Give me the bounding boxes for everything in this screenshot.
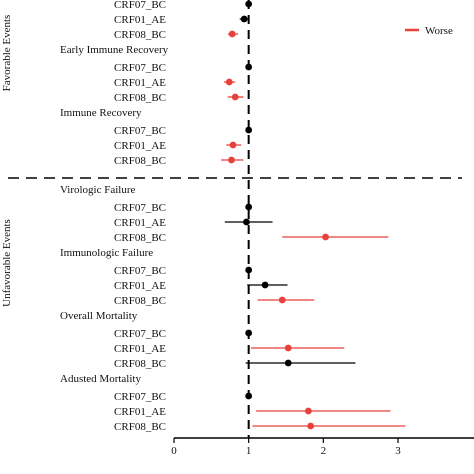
estimate-point (245, 203, 253, 211)
estimate-point (307, 422, 315, 430)
group-title: Immunologic Failure (60, 247, 153, 259)
estimate-point (228, 30, 236, 38)
row-label: CRF08_BC (114, 421, 166, 433)
row-label: CRF01_AE (114, 343, 166, 355)
estimate-point (225, 78, 233, 86)
x-tick-label: 1 (246, 445, 252, 457)
row-label: CRF01_AE (114, 14, 166, 26)
row-label: CRF01_AE (114, 217, 166, 229)
row-label: CRF08_BC (114, 92, 166, 104)
x-tick-label: 0 (171, 445, 177, 457)
legend: Worse (405, 25, 453, 37)
estimate-point (261, 281, 269, 289)
x-axis: 0 1 2 3 (171, 437, 474, 457)
group-title: Overall Mortality (60, 310, 138, 322)
row-label: CRF08_BC (114, 232, 166, 244)
estimate-point (229, 141, 237, 149)
row-label: CRF08_BC (114, 295, 166, 307)
estimate-point (240, 15, 248, 23)
estimate-point (284, 359, 292, 367)
section-label-favorable: Favorable Events (1, 15, 13, 92)
row-label: CRF08_BC (114, 358, 166, 370)
row-label: CRF01_AE (114, 280, 166, 292)
group-title: Immune Recovery (60, 107, 142, 119)
group-title: Early Immune Recovery (60, 44, 169, 56)
row-label: CRF07_BC (114, 0, 166, 11)
row-label: CRF07_BC (114, 62, 166, 74)
group-title: Virologic Failure (60, 184, 136, 196)
estimate-point (245, 126, 253, 134)
x-tick-label: 3 (395, 445, 401, 457)
estimate-point (278, 296, 286, 304)
row-label: CRF07_BC (114, 265, 166, 277)
group-title: Adusted Mortality (60, 373, 141, 385)
plot-rows: CRF07_BC CRF01_AE CRF08_BC Early Immune Rec… (60, 0, 406, 433)
estimate-point (322, 233, 329, 241)
row-label: CRF07_BC (114, 328, 166, 340)
row-label: CRF01_AE (114, 406, 166, 418)
row-label: CRF08_BC (114, 29, 166, 41)
row-label: CRF07_BC (114, 125, 166, 137)
row-label: CRF01_AE (114, 140, 166, 152)
row-label: CRF07_BC (114, 202, 166, 214)
section-label-unfavorable: Unfavorable Events (1, 219, 13, 307)
row-label: CRF08_BC (114, 155, 166, 167)
x-tick-label: 2 (321, 445, 327, 457)
estimate-point (284, 344, 292, 352)
row-label: CRF01_AE (114, 77, 166, 89)
row-label: CRF07_BC (114, 391, 166, 403)
estimate-point (228, 156, 235, 164)
estimate-point (305, 407, 312, 415)
estimate-point (243, 218, 250, 226)
legend-label: Worse (425, 25, 453, 37)
estimate-point (231, 93, 239, 101)
